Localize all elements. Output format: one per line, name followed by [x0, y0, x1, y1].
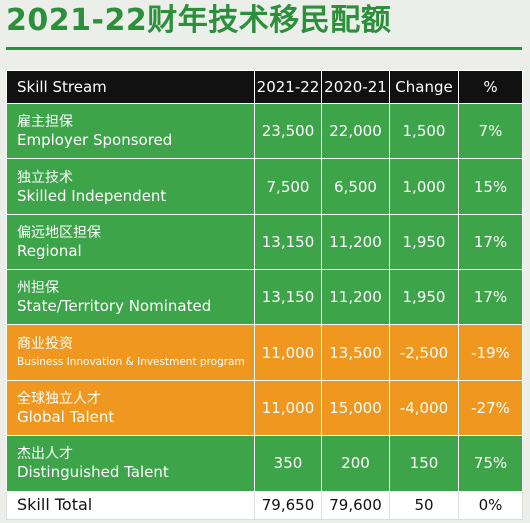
stream-cell: 商业投资 Business Innovation & Investment pr… [6, 324, 255, 381]
quota-table: Skill Stream 2021-22 2020-21 Change % 雇主… [6, 70, 523, 521]
value-2020-21: 6,500 [321, 158, 390, 215]
table-row: 雇主担保 Employer Sponsored 23,500 22,000 1,… [6, 102, 523, 160]
value-2021-22: 7,500 [254, 158, 322, 215]
stream-name-en: Distinguished Talent [17, 463, 169, 482]
value-change: 1,000 [389, 158, 459, 215]
value-percent: -19% [458, 324, 523, 381]
header-percent: % [458, 70, 523, 104]
stream-cell: 雇主担保 Employer Sponsored [6, 102, 255, 160]
stream-name-zh: 偏远地区担保 [17, 224, 101, 241]
stream-cell: 州担保 State/Territory Nominated [6, 269, 255, 326]
value-2021-22: 23,500 [254, 102, 322, 160]
value-2021-22: 11,000 [254, 379, 322, 437]
value-percent: -27% [458, 379, 523, 437]
stream-name-zh: 州担保 [17, 280, 59, 297]
value-2021-22: 350 [254, 435, 322, 492]
value-2020-21: 15,000 [321, 379, 390, 437]
value-2020-21: 11,200 [321, 269, 390, 326]
value-2020-21: 22,000 [321, 102, 390, 160]
header-2021-22: 2021-22 [254, 70, 322, 104]
header-2020-21: 2020-21 [321, 70, 390, 104]
table-row: 杰出人才 Distinguished Talent 350 200 150 75… [6, 435, 523, 492]
value-change: 1,950 [389, 213, 459, 271]
stream-name-en: Business Innovation & Investment program [17, 355, 245, 368]
total-label: Skill Total [6, 490, 255, 521]
value-2021-22: 11,000 [254, 324, 322, 381]
value-percent: 17% [458, 269, 523, 326]
stream-name-zh: 独立技术 [17, 169, 73, 186]
value-change: -2,500 [389, 324, 459, 381]
table-row: 偏远地区担保 Regional 13,150 11,200 1,950 17% [6, 213, 523, 271]
stream-name-zh: 雇主担保 [17, 114, 73, 131]
stream-cell: 杰出人才 Distinguished Talent [6, 435, 255, 492]
stream-cell: 独立技术 Skilled Independent [6, 158, 255, 215]
value-2021-22: 13,150 [254, 269, 322, 326]
total-percent: 0% [458, 490, 523, 521]
stream-name-zh: 杰出人才 [17, 446, 73, 463]
stream-name-zh: 商业投资 [17, 335, 73, 352]
table-row: 商业投资 Business Innovation & Investment pr… [6, 324, 523, 381]
stream-name-en: Regional [17, 241, 82, 260]
value-change: 1,500 [389, 102, 459, 160]
value-2020-21: 11,200 [321, 213, 390, 271]
table-row: 独立技术 Skilled Independent 7,500 6,500 1,0… [6, 158, 523, 215]
total-2021-22: 79,650 [254, 490, 322, 521]
value-percent: 75% [458, 435, 523, 492]
stream-name-en: Skilled Independent [17, 186, 167, 205]
total-row: Skill Total 79,650 79,600 50 0% [6, 490, 523, 521]
value-2021-22: 13,150 [254, 213, 322, 271]
value-percent: 17% [458, 213, 523, 271]
table-header-row: Skill Stream 2021-22 2020-21 Change % [6, 70, 523, 104]
value-change: 150 [389, 435, 459, 492]
header-change: Change [389, 70, 459, 104]
page-title: 2021-22财年技术移民配额 [6, 3, 392, 38]
stream-name-zh: 全球独立人才 [17, 390, 101, 407]
stream-cell: 偏远地区担保 Regional [6, 213, 255, 271]
header-skill-stream: Skill Stream [6, 70, 255, 104]
total-change: 50 [389, 490, 459, 521]
value-percent: 7% [458, 102, 523, 160]
value-change: 1,950 [389, 269, 459, 326]
stream-cell: 全球独立人才 Global Talent [6, 379, 255, 437]
stream-name-en: Employer Sponsored [17, 131, 173, 150]
stream-name-en: State/Territory Nominated [17, 297, 212, 316]
stream-name-en: Global Talent [17, 407, 115, 426]
value-change: -4,000 [389, 379, 459, 437]
table-row: 全球独立人才 Global Talent 11,000 15,000 -4,00… [6, 379, 523, 437]
title-divider [6, 47, 522, 50]
table-row: 州担保 State/Territory Nominated 13,150 11,… [6, 269, 523, 326]
value-percent: 15% [458, 158, 523, 215]
total-2020-21: 79,600 [321, 490, 390, 521]
value-2020-21: 13,500 [321, 324, 390, 381]
value-2020-21: 200 [321, 435, 390, 492]
